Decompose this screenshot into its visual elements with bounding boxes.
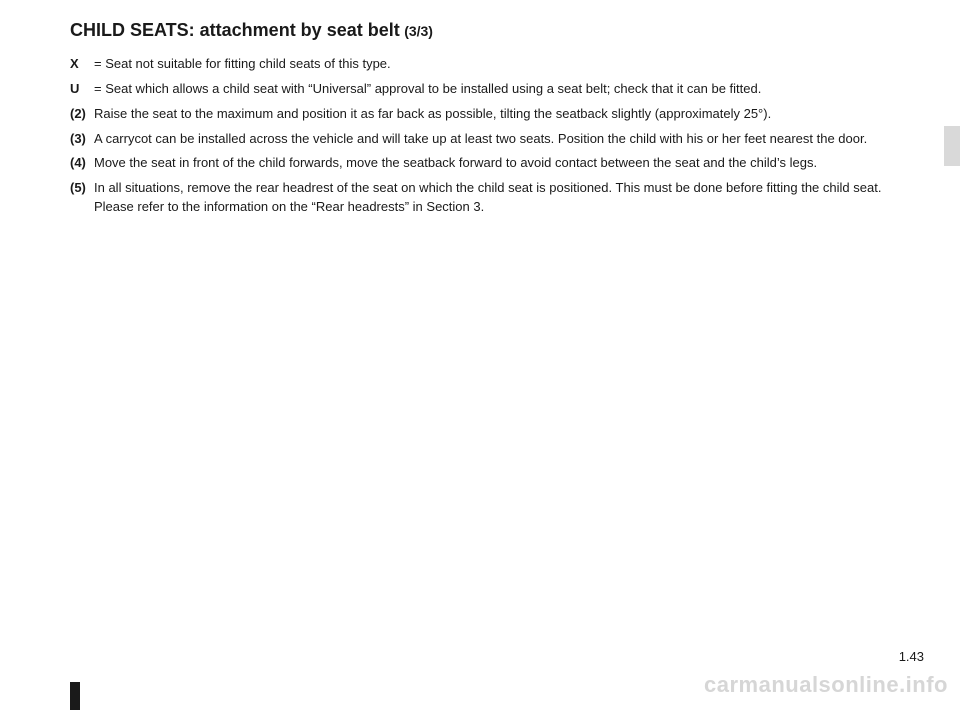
note-entry: (4) Move the seat in front of the child … — [70, 154, 924, 173]
definition-entry: X = Seat not suitable for fitting child … — [70, 55, 924, 74]
entry-text: Move the seat in front of the child forw… — [94, 154, 924, 173]
edge-mark — [70, 682, 80, 710]
entry-text: Raise the seat to the maximum and positi… — [94, 105, 924, 124]
page-title: CHILD SEATS: attachment by seat belt (3/… — [70, 20, 924, 41]
note-entry: (2) Raise the seat to the maximum and po… — [70, 105, 924, 124]
entry-text: A carrycot can be installed across the v… — [94, 130, 924, 149]
entry-text: = Seat which allows a child seat with “U… — [94, 80, 924, 99]
entry-key: U — [70, 80, 94, 99]
section-tab — [944, 126, 960, 166]
watermark-text: carmanualsonline.info — [704, 672, 948, 698]
entry-key: (4) — [70, 154, 94, 173]
entry-text: = Seat not suitable for fitting child se… — [94, 55, 924, 74]
note-entry: (5) In all situations, remove the rear h… — [70, 179, 924, 217]
definition-entry: U = Seat which allows a child seat with … — [70, 80, 924, 99]
entry-key: (5) — [70, 179, 94, 217]
page-number: 1.43 — [899, 649, 924, 664]
entry-text: In all situations, remove the rear headr… — [94, 179, 924, 217]
entry-key: (3) — [70, 130, 94, 149]
document-page: CHILD SEATS: attachment by seat belt (3/… — [0, 0, 960, 710]
title-sub: (3/3) — [404, 23, 433, 39]
title-main: CHILD SEATS: attachment by seat belt — [70, 20, 400, 40]
note-entry: (3) A carrycot can be installed across t… — [70, 130, 924, 149]
entry-key: X — [70, 55, 94, 74]
entry-key: (2) — [70, 105, 94, 124]
